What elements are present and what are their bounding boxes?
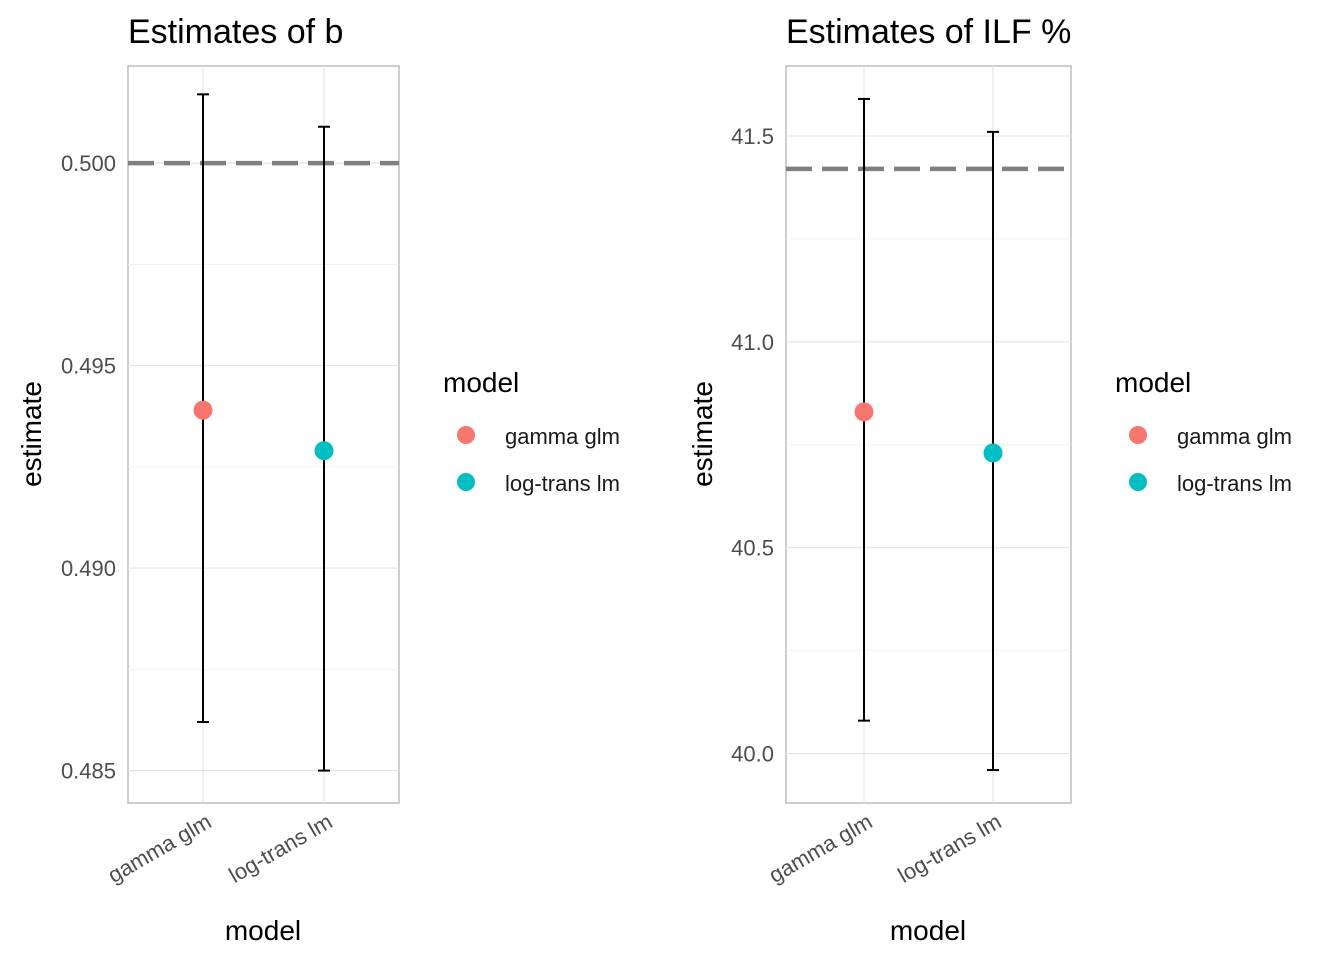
- x-tick-labels: gamma glm log-trans lm: [764, 809, 1005, 888]
- legend-key-gamma-glm: [457, 426, 475, 444]
- legend-key-gamma-glm: [1129, 426, 1147, 444]
- plot-border: [785, 65, 1072, 804]
- y-tick-label: 0.490: [61, 556, 116, 581]
- y-tick-label: 0.500: [61, 151, 116, 176]
- y-tick-labels: 40.0 40.5 41.0 41.5: [731, 124, 774, 767]
- plot-border: [127, 65, 400, 804]
- y-axis-title: estimate: [687, 381, 718, 487]
- chart-title: Estimates of ILF %: [786, 13, 1071, 51]
- points: [854, 402, 1003, 463]
- grid-lines: [786, 66, 1071, 803]
- x-axis-title: model: [890, 915, 966, 946]
- point-log-trans-lm: [314, 441, 334, 461]
- panel-estimates-of-ilf: Estimates of ILF % 40.0 40.5 41.0 41.5 gamm…: [687, 13, 1292, 946]
- legend-label-gamma-glm: gamma glm: [1177, 424, 1292, 449]
- point-log-trans-lm: [983, 443, 1003, 463]
- y-axis-title: estimate: [16, 381, 47, 487]
- y-tick-label: 40.0: [731, 742, 774, 767]
- grid-lines: [128, 66, 399, 803]
- legend-title: model: [443, 367, 519, 398]
- legend-title: model: [1115, 367, 1191, 398]
- x-tick-label-gamma-glm: gamma glm: [103, 809, 215, 888]
- x-axis-title: model: [225, 915, 301, 946]
- y-tick-label: 41.5: [731, 124, 774, 149]
- x-tick-label-log-trans-lm: log-trans lm: [224, 809, 336, 888]
- x-tick-label-gamma-glm: gamma glm: [764, 809, 876, 888]
- y-tick-labels: 0.485 0.490 0.495 0.500: [61, 151, 116, 783]
- panel-estimates-of-b: Estimates of b 0.485 0.490 0.495 0.500 gamm…: [16, 13, 620, 946]
- chart-title: Estimates of b: [128, 13, 343, 51]
- legend: model gamma glm log-trans lm: [443, 367, 620, 496]
- legend: model gamma glm log-trans lm: [1115, 367, 1292, 496]
- y-tick-label: 41.0: [731, 330, 774, 355]
- point-gamma-glm: [193, 400, 213, 420]
- y-tick-label: 40.5: [731, 536, 774, 561]
- legend-key-log-trans-lm: [457, 473, 475, 491]
- x-tick-labels: gamma glm log-trans lm: [103, 809, 336, 888]
- legend-label-gamma-glm: gamma glm: [505, 424, 620, 449]
- error-bars: [858, 97, 999, 772]
- y-tick-label: 0.495: [61, 354, 116, 379]
- legend-key-log-trans-lm: [1129, 473, 1147, 491]
- legend-label-log-trans-lm: log-trans lm: [1177, 471, 1292, 496]
- points: [193, 400, 334, 461]
- x-tick-label-log-trans-lm: log-trans lm: [893, 809, 1005, 888]
- point-gamma-glm: [854, 402, 874, 422]
- y-tick-label: 0.485: [61, 759, 116, 784]
- legend-label-log-trans-lm: log-trans lm: [505, 471, 620, 496]
